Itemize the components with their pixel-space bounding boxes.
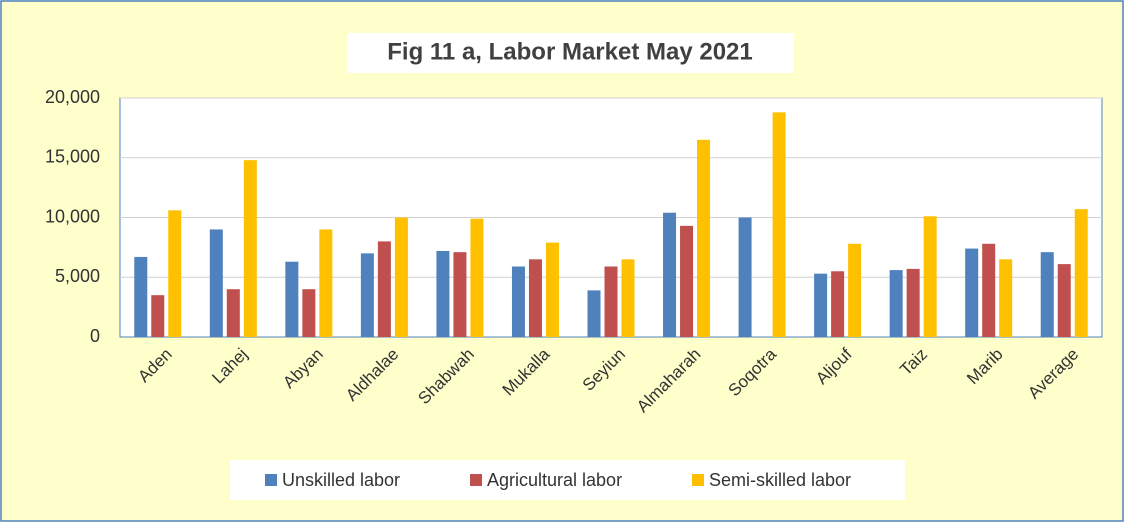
y-tick-label: 0 [90, 326, 100, 346]
bar [772, 112, 786, 337]
bar [285, 261, 299, 337]
y-tick-label: 20,000 [45, 87, 100, 107]
bar [243, 160, 257, 337]
bar [738, 217, 752, 337]
legend-swatch [470, 474, 482, 486]
bar [226, 289, 240, 337]
chart-title: Fig 11 a, Labor Market May 2021 [387, 38, 753, 65]
bar [394, 217, 408, 337]
legend-label: Semi-skilled labor [709, 470, 851, 490]
bar [1040, 252, 1054, 337]
bar [621, 259, 635, 337]
bar [511, 266, 525, 337]
legend-box [230, 460, 905, 500]
bar [923, 216, 937, 337]
bar [814, 273, 828, 337]
bar [982, 243, 996, 337]
bar [680, 225, 694, 337]
y-tick-label: 15,000 [45, 147, 100, 167]
bar [1074, 209, 1088, 337]
bar [134, 256, 148, 337]
bar [889, 270, 903, 337]
legend-label: Unskilled labor [282, 470, 400, 490]
legend-label: Agricultural labor [487, 470, 622, 490]
bar [848, 243, 862, 337]
bar [302, 289, 316, 337]
bar [209, 229, 223, 337]
bar [587, 290, 601, 337]
bar [1057, 264, 1071, 337]
legend-swatch [692, 474, 704, 486]
bar [697, 139, 711, 337]
bar [470, 218, 484, 337]
bar [168, 210, 182, 337]
bar [436, 250, 450, 337]
bar [906, 268, 920, 337]
bar [319, 229, 333, 337]
bar [528, 259, 542, 337]
bar [151, 295, 165, 337]
bar [999, 259, 1013, 337]
bar [377, 241, 391, 337]
bar [663, 212, 677, 337]
legend-swatch [265, 474, 277, 486]
bar [965, 248, 979, 337]
bar [453, 252, 467, 337]
bar [831, 271, 845, 337]
title-box [347, 33, 794, 73]
y-tick-label: 5,000 [55, 266, 100, 286]
bar [545, 242, 559, 337]
bar [360, 253, 374, 337]
bar [604, 266, 618, 337]
y-tick-label: 10,000 [45, 206, 100, 226]
